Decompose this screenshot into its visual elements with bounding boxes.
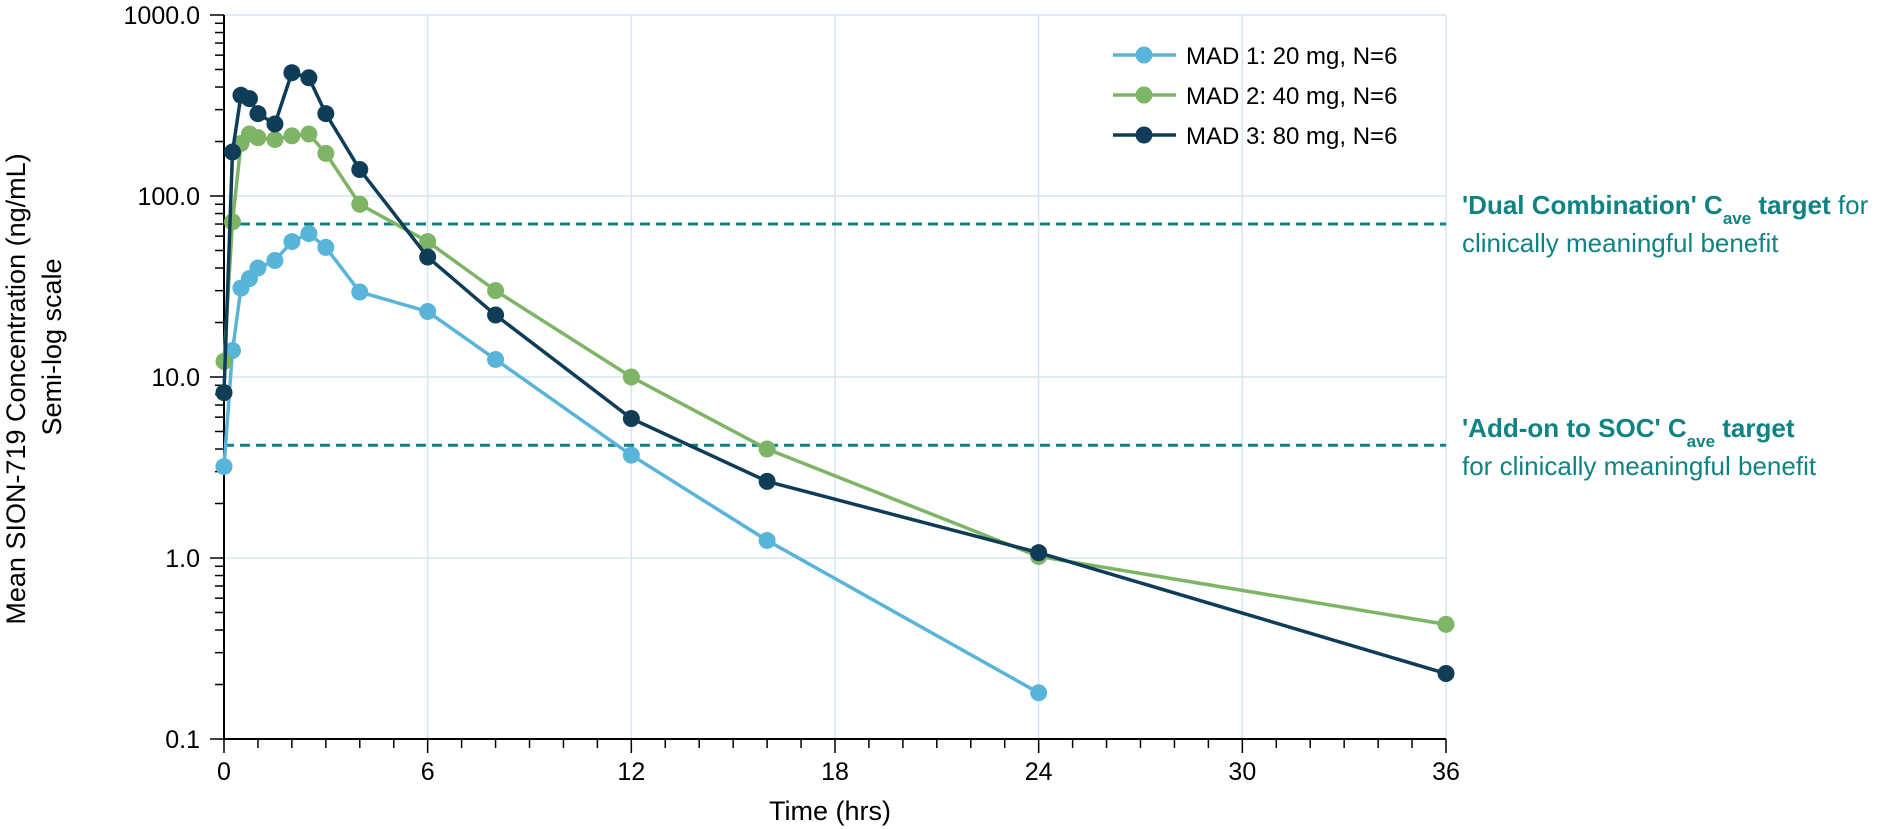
target-label-bold-end: target — [1751, 190, 1831, 220]
target-label-subscript: ave — [1723, 209, 1751, 228]
data-point-mad-3 — [758, 472, 776, 490]
y-tick-label: 100.0 — [137, 183, 200, 211]
x-tick-label: 0 — [217, 758, 231, 786]
data-point-mad-3 — [240, 90, 258, 108]
data-point-mad-3 — [223, 143, 241, 161]
data-point-mad-1 — [419, 303, 437, 321]
x-tick-label: 6 — [421, 758, 435, 786]
y-tick-label: 1000.0 — [124, 2, 200, 30]
x-tick-label: 30 — [1228, 758, 1256, 786]
legend: MAD 1: 20 mg, N=6 MAD 2: 40 mg, N=6 MAD 3:… — [1113, 43, 1397, 150]
data-point-mad-3 — [215, 384, 233, 402]
target-annotation-line1: 'Dual Combination' Cave target for — [1462, 190, 1869, 228]
data-point-mad-1 — [758, 531, 776, 549]
data-point-mad-3 — [1030, 544, 1048, 562]
x-tick-label: 12 — [617, 758, 645, 786]
data-point-mad-1 — [300, 225, 318, 243]
data-point-mad-2 — [283, 127, 301, 145]
target-annotation-line2: clinically meaningful benefit — [1462, 228, 1779, 258]
data-point-mad-1 — [317, 238, 335, 256]
data-point-mad-1 — [249, 259, 267, 277]
target-label-subscript: ave — [1687, 432, 1715, 451]
x-tick-label: 24 — [1025, 758, 1053, 786]
target-label-rest: for — [1831, 190, 1869, 220]
legend-swatch-marker — [1135, 86, 1153, 104]
x-axis-title: Time (hrs) — [769, 796, 891, 826]
legend-swatch-marker — [1135, 46, 1153, 64]
data-point-mad-1 — [215, 458, 233, 476]
target-annotation-line1: 'Add-on to SOC' Cave target — [1462, 413, 1795, 451]
target-annotation-line2: for clinically meaningful benefit — [1462, 451, 1817, 481]
data-point-mad-2 — [300, 125, 318, 143]
data-point-mad-1 — [487, 350, 505, 368]
x-tick-label: 36 — [1432, 758, 1460, 786]
data-point-mad-3 — [283, 64, 301, 82]
data-point-mad-3 — [419, 248, 437, 266]
data-point-mad-3 — [487, 306, 505, 324]
data-point-mad-1 — [622, 446, 640, 464]
data-point-mad-2 — [1437, 615, 1455, 633]
data-point-mad-1 — [1030, 684, 1048, 702]
annotations: 'Dual Combination' Cave target forclinic… — [1462, 190, 1869, 481]
data-point-mad-3 — [317, 105, 335, 123]
data-point-mad-3 — [351, 161, 369, 179]
data-point-mad-3 — [1437, 665, 1455, 683]
data-point-mad-2 — [487, 282, 505, 300]
data-point-mad-1 — [266, 252, 284, 270]
reference-lines — [224, 222, 1446, 447]
data-point-mad-3 — [249, 105, 267, 123]
data-point-mad-1 — [351, 283, 369, 301]
data-point-mad-2 — [266, 131, 284, 149]
data-point-mad-3 — [266, 115, 284, 133]
y-tick-label: 1.0 — [165, 545, 200, 573]
target-label-bold-end: target — [1715, 413, 1795, 443]
data-point-mad-2 — [758, 440, 776, 458]
legend-label: MAD 3: 80 mg, N=6 — [1186, 123, 1397, 150]
data-point-mad-2 — [317, 144, 335, 162]
y-axis-subtitle: Semi-log scale — [37, 258, 67, 435]
data-point-mad-2 — [622, 368, 640, 386]
y-axis-title: Mean SION-719 Concentration (ng/mL) — [1, 153, 31, 624]
data-point-mad-1 — [283, 233, 301, 251]
data-point-mad-2 — [249, 129, 267, 147]
series-layer — [215, 64, 1455, 702]
target-label-bold: 'Dual Combination' C — [1462, 190, 1723, 220]
y-tick-label: 0.1 — [165, 726, 200, 754]
legend-label: MAD 1: 20 mg, N=6 — [1186, 43, 1397, 70]
data-point-mad-3 — [622, 409, 640, 427]
legend-swatch-marker — [1135, 126, 1153, 144]
x-tick-label: 18 — [821, 758, 849, 786]
legend-label: MAD 2: 40 mg, N=6 — [1186, 83, 1397, 110]
data-point-mad-2 — [351, 195, 369, 213]
y-tick-label: 10.0 — [151, 364, 200, 392]
data-point-mad-2 — [419, 233, 437, 251]
data-point-mad-2 — [223, 213, 241, 231]
data-point-mad-3 — [300, 69, 318, 87]
target-label-bold: 'Add-on to SOC' C — [1462, 413, 1687, 443]
